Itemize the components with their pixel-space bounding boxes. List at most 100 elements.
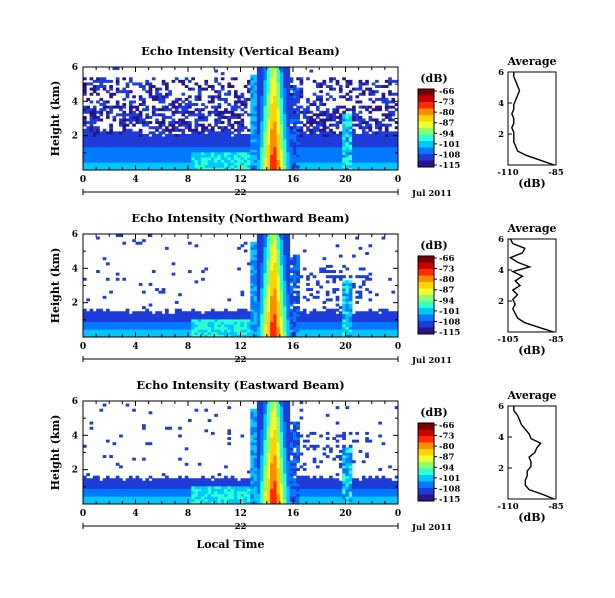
heatmap-cell [253, 123, 258, 127]
heatmap-cell [168, 121, 172, 125]
heatmap-cell [92, 90, 97, 94]
heatmap-cell [250, 313, 255, 317]
heatmap-cell [174, 501, 179, 504]
heatmap-cell [283, 280, 287, 284]
heatmap-cell [184, 334, 189, 337]
heatmap-cell [250, 97, 255, 101]
heatmap-cell [105, 136, 110, 140]
heatmap-cell [105, 144, 110, 148]
heatmap-cell [194, 488, 199, 492]
heatmap-cell [168, 496, 172, 500]
heatmap-cell [132, 131, 136, 135]
heatmap-cell [319, 128, 323, 132]
heatmap-cell [165, 144, 169, 148]
heatmap-cell [247, 146, 251, 150]
heatmap-cell [286, 87, 291, 91]
heatmap-cell [279, 141, 284, 145]
heatmap-cell [253, 498, 258, 502]
heatmap-cell [263, 113, 268, 117]
heatmap-cell [135, 133, 140, 137]
heatmap-cell [391, 149, 396, 153]
heatmap-cell [96, 162, 100, 166]
heatmap-cell [115, 488, 120, 492]
heatmap-cell [283, 324, 287, 328]
heatmap-cell [302, 144, 307, 148]
heatmap-cell [178, 318, 182, 322]
heatmap-cell [243, 144, 248, 148]
heatmap-cell [135, 115, 140, 119]
heatmap-cell [388, 136, 392, 140]
heatmap-cell [368, 151, 373, 155]
heatmap-cell [286, 157, 291, 161]
heatmap-cell [148, 149, 153, 153]
date-day-label: 22 [235, 188, 247, 198]
heatmap-cell [204, 79, 209, 83]
heatmap-cell [250, 103, 255, 107]
heatmap-cell [86, 324, 90, 328]
heatmap-cell [174, 77, 179, 81]
heatmap-cell [188, 128, 192, 132]
heatmap-cell [227, 133, 232, 137]
heatmap-cell [293, 92, 297, 96]
heatmap-cell [233, 491, 238, 495]
heatmap-cell [135, 144, 140, 148]
heatmap-cell [89, 488, 94, 492]
heatmap-cell [210, 501, 215, 504]
heatmap-cell [260, 108, 264, 112]
heatmap-cell [224, 167, 228, 170]
heatmap-cell [296, 167, 300, 170]
heatmap-cell [394, 318, 398, 322]
heatmap-cell [194, 151, 199, 155]
heatmap-cell [201, 151, 205, 155]
heatmap-cell [148, 121, 153, 125]
heatmap-cell [394, 321, 398, 325]
heatmap-cell [345, 97, 350, 101]
heatmap-cell [220, 318, 225, 322]
heatmap-cell [338, 270, 343, 274]
heatmap-cell [345, 136, 350, 140]
heatmap-cell [256, 110, 261, 114]
heatmap-cell [273, 85, 277, 88]
heatmap-cell [83, 151, 87, 155]
heatmap-cell [145, 82, 150, 86]
heatmap-cell [188, 149, 192, 153]
y-tick-label: 4 [72, 264, 78, 274]
heatmap-cell [296, 139, 300, 143]
heatmap-cell [348, 293, 353, 297]
x-tick-label: 4 [132, 342, 138, 352]
heatmap-cell [89, 421, 94, 425]
heatmap-cell [178, 159, 182, 163]
heatmap-cell [293, 280, 297, 284]
heatmap-cell [165, 136, 169, 140]
heatmap-cell [335, 331, 340, 335]
heatmap-cell [293, 136, 297, 140]
heatmap-cell [276, 252, 281, 255]
heatmap-cell [309, 329, 314, 333]
heatmap-cell [86, 329, 90, 333]
heatmap-cell [361, 144, 366, 148]
heatmap-cell [122, 313, 127, 317]
heatmap-cell [250, 254, 255, 258]
heatmap-cell [99, 133, 104, 137]
heatmap-cell [332, 115, 337, 119]
heatmap-cell [266, 262, 271, 266]
heatmap-cell [102, 321, 107, 325]
heatmap-cell [132, 318, 136, 322]
heatmap-cell [273, 115, 277, 119]
heatmap-cell [302, 313, 307, 317]
heatmap-cell [319, 329, 323, 333]
heatmap-cell [151, 157, 156, 161]
heatmap-cell [181, 118, 186, 122]
heatmap-cell [263, 259, 268, 263]
heatmap-cell [210, 164, 215, 168]
heatmap-cell [286, 159, 291, 163]
heatmap-cell [279, 69, 284, 73]
heatmap-cell [227, 146, 232, 150]
heatmap-cell [388, 311, 392, 315]
heatmap-cell [345, 318, 350, 322]
heatmap-cell [217, 311, 222, 315]
heatmap-cell [283, 318, 287, 322]
heatmap-cell [197, 334, 202, 337]
heatmap-cell [319, 324, 323, 328]
heatmap-cell [96, 311, 100, 315]
